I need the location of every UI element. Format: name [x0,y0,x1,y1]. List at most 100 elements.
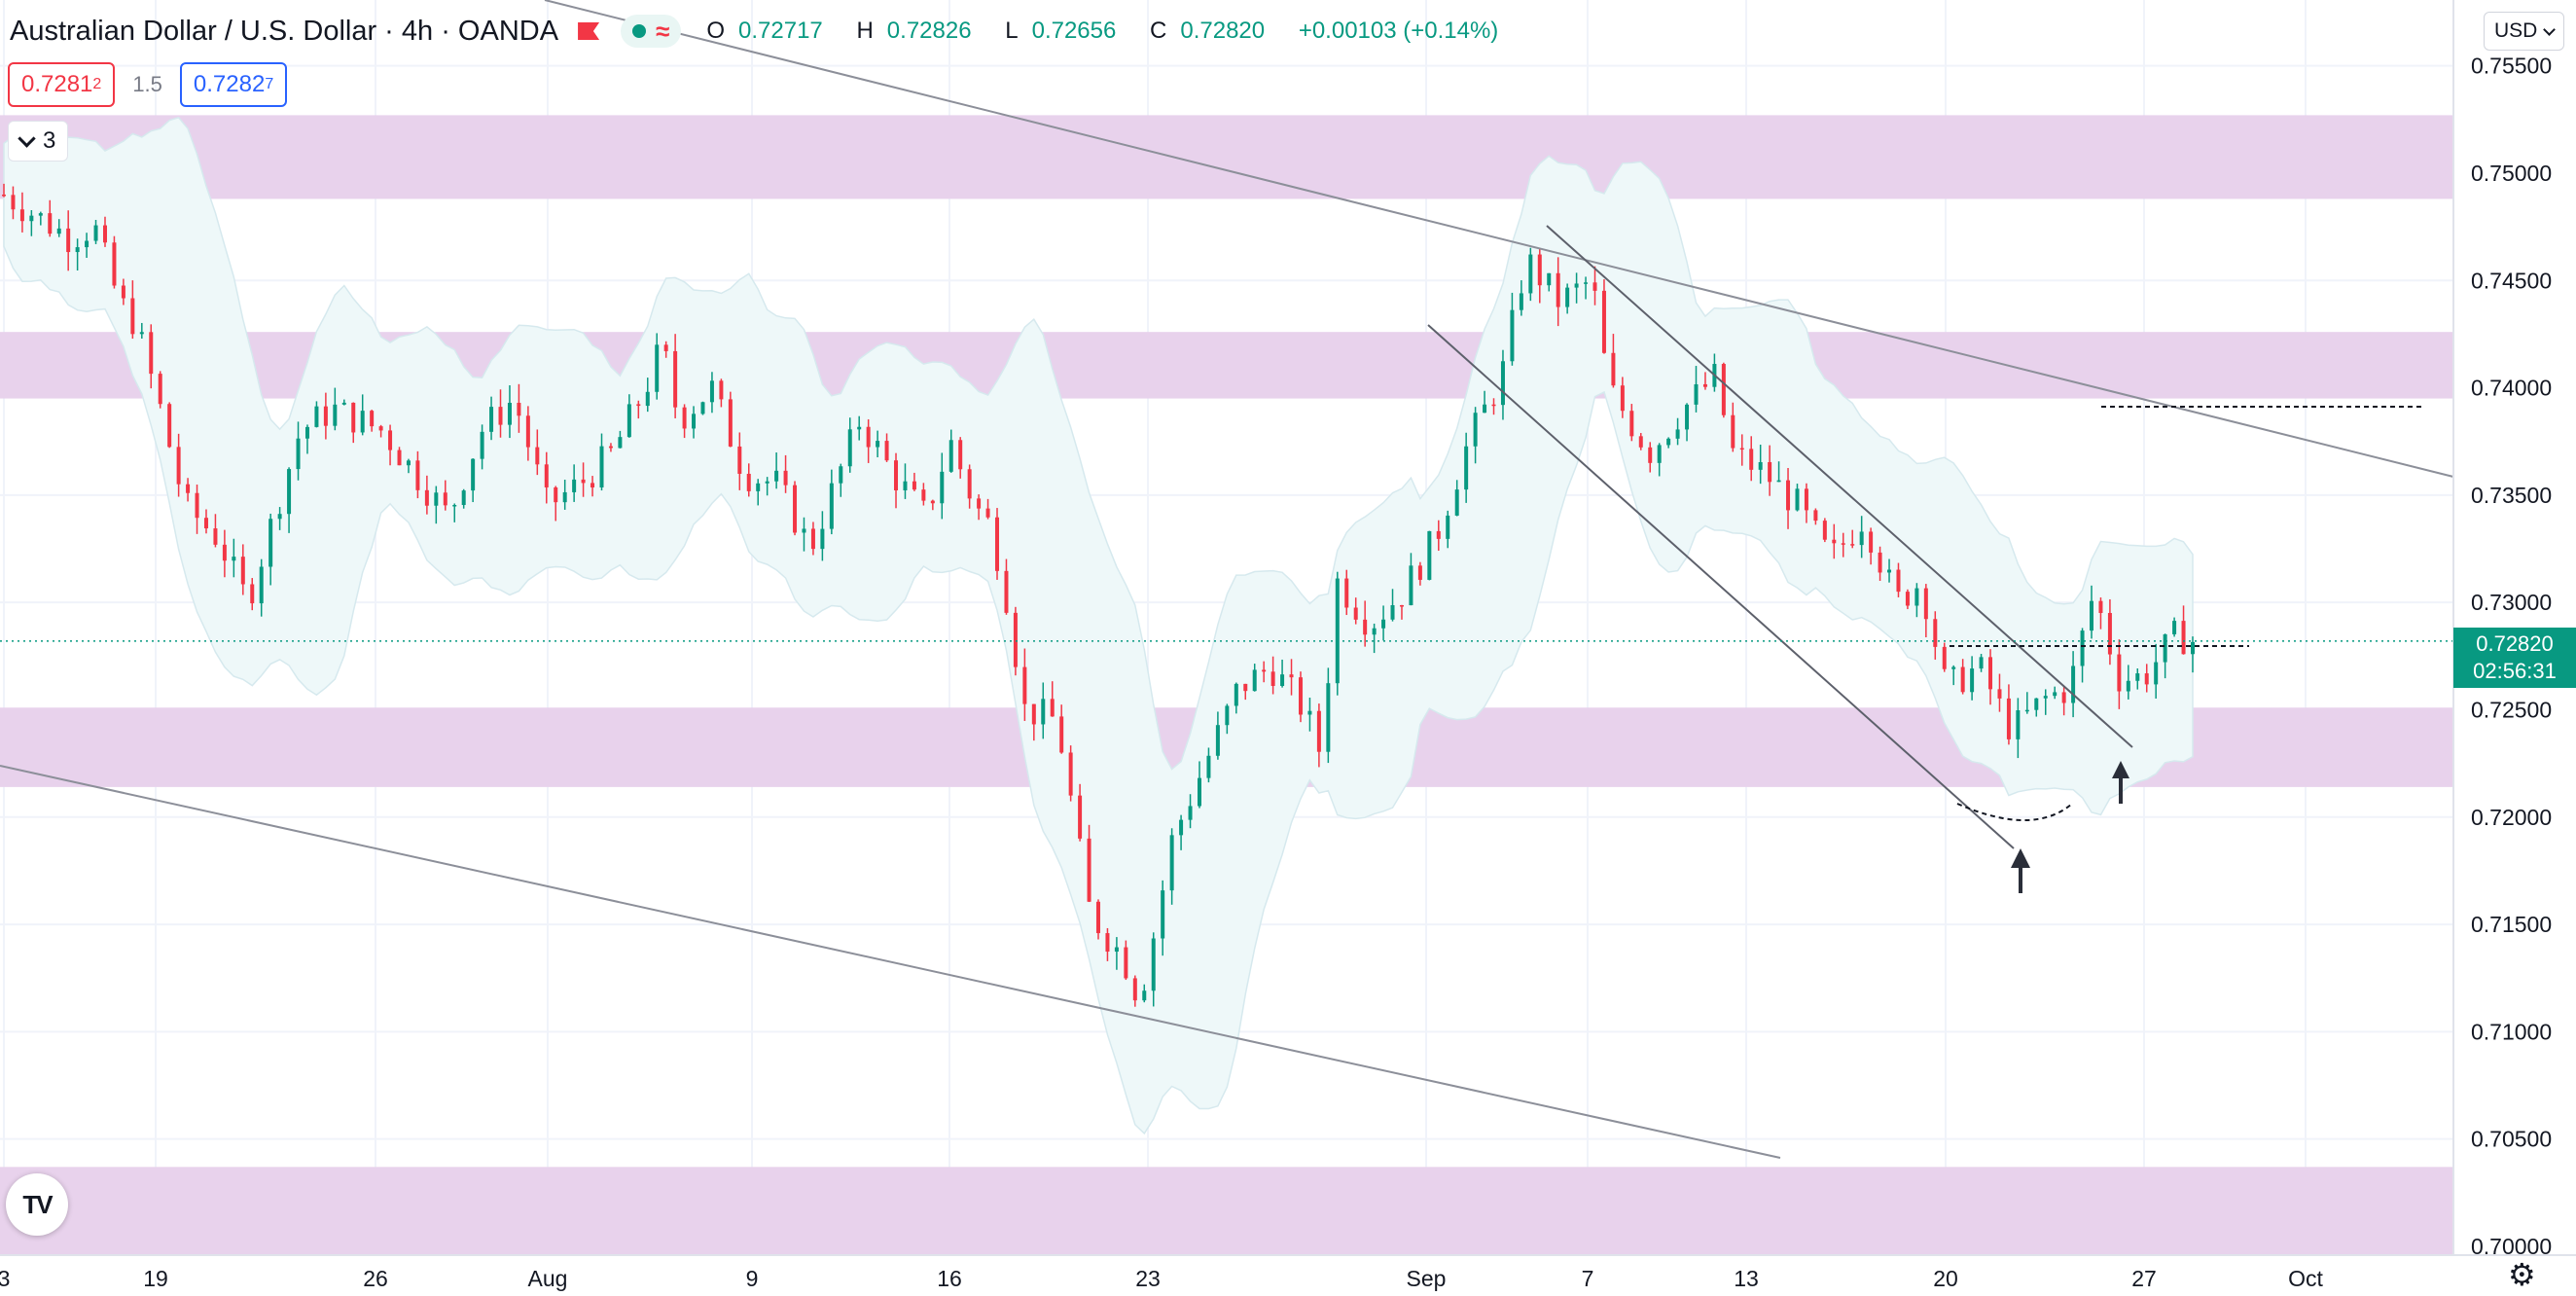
candle [1013,606,1018,676]
candle-body [1896,569,1901,593]
candle-body [1280,674,1285,686]
chevron-down-icon [2543,22,2557,36]
candle-body [995,517,1000,571]
upper-channel-trend-line[interactable] [544,0,2454,478]
candle [406,458,411,474]
candle [1022,648,1027,721]
candle-body [406,460,411,466]
tradingview-logo-icon[interactable]: TV [6,1173,68,1236]
candle [434,486,439,524]
candle [820,511,825,561]
candle [1638,433,1643,450]
candle-body [1749,449,1754,470]
candle [728,391,733,448]
candle [1179,814,1184,850]
candle [1979,654,1984,672]
time-axis-label: 7 [1582,1266,1594,1291]
candle-body [1372,628,1377,635]
spread-value: 1.5 [132,72,162,96]
candle [1454,480,1459,517]
candle-body [1464,446,1469,490]
candle [1960,659,1965,695]
candle [1648,442,1653,473]
candle-body [19,209,24,222]
candle [930,499,935,511]
candle [894,452,899,509]
symbol-title[interactable]: Australian Dollar / U.S. Dollar · 4h · O… [10,15,559,47]
candle-body [562,491,567,503]
candle-body [1004,570,1009,613]
candle [2034,698,2039,717]
candle [562,479,567,510]
low-value: 0.72656 [1031,18,1117,44]
candle-body [2024,709,2029,712]
candle-body [608,446,613,449]
buy-button[interactable]: 0.7282 7 [179,62,288,107]
candle [130,280,135,340]
candle [1004,558,1009,615]
last-price-value: 0.72820 [2476,631,2554,656]
candle-body [112,242,117,286]
lower-channel-trend-line[interactable] [0,765,1781,1159]
candle-body [1648,447,1653,463]
candle [765,477,769,496]
time-axis[interactable]: 3 19 26 Aug 9 16 23 Sep 7 13 20 27 Oct [0,1254,2576,1296]
change-value: +0.00103 (+0.14%) [1298,18,1499,44]
candle-body [692,414,697,429]
candle-body [232,557,236,561]
candle-body [572,479,577,492]
candle [1795,484,1800,512]
candle [1666,437,1671,449]
candle-body [1436,530,1441,539]
wave-icon[interactable]: ≈ [656,17,670,46]
candle [1307,697,1312,732]
candle-body [1822,521,1827,540]
candle [304,424,309,454]
up-arrow-icon[interactable] [2011,848,2030,893]
indicators-collapse-button[interactable]: 3 [8,121,69,162]
flag-icon[interactable] [578,22,600,40]
candle-body [323,406,328,426]
candle-body [958,440,963,470]
candle-body [378,426,383,431]
candle [1464,432,1469,503]
dashed-rounding-bottom-curve[interactable] [1956,803,2073,821]
candle-body [1078,795,1083,839]
candle [1132,975,1137,1007]
candle [1031,703,1036,741]
settings-gear-icon[interactable]: ⚙ [2508,1257,2536,1292]
candle [443,480,447,511]
indicator-controls[interactable]: ≈ [621,15,682,48]
candle-body [415,460,420,490]
up-arrow-icon[interactable] [2112,761,2129,804]
candle-body [2144,673,2149,685]
sell-button[interactable]: 0.7281 2 [8,62,116,107]
candle-body [793,485,798,533]
candle-body [1768,461,1772,483]
falling-channel-upper-line[interactable] [1546,225,2133,748]
candle [810,522,815,556]
candle [783,454,788,493]
currency-selector[interactable]: USD [2484,12,2565,51]
candle [1547,272,1552,292]
candle [1942,642,1947,672]
candle [1078,783,1083,842]
candle [1087,824,1091,903]
candle-body [203,518,208,529]
candle [1446,510,1450,549]
candle [692,406,697,439]
candle [2107,599,2112,666]
candle [1556,257,1560,327]
falling-channel-lower-line[interactable] [1427,324,2015,849]
indicator-eye-icon[interactable] [632,24,647,38]
candle [38,211,43,226]
candle-body [1685,404,1690,430]
candle-body [829,483,834,529]
candle-body [287,469,292,515]
price-axis-label: 0.75500 [2471,54,2552,79]
candle [1114,937,1119,970]
candle-body [1914,588,1919,606]
time-axis-label: 19 [143,1266,168,1291]
candle [1280,659,1285,688]
